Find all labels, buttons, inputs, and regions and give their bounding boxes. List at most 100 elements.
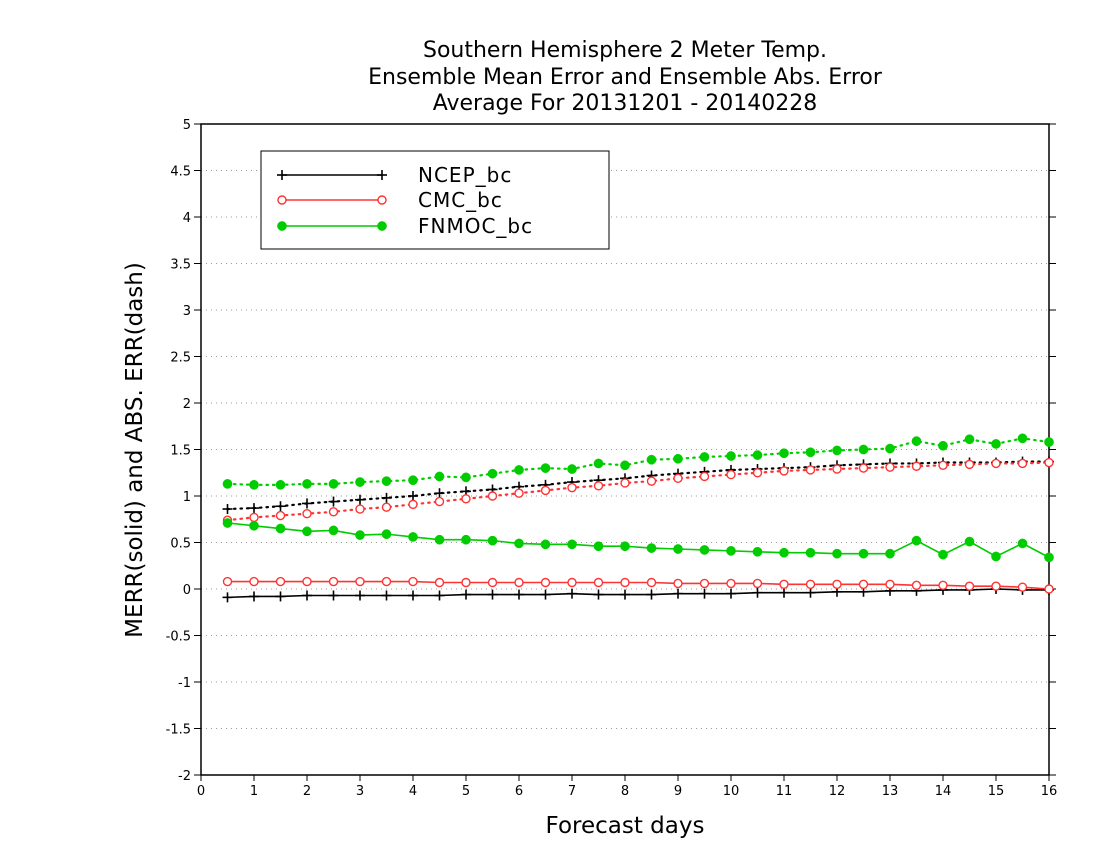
mean-error-point — [673, 578, 683, 589]
mean-error-line — [227, 580, 1050, 590]
mean-error-point — [408, 590, 418, 601]
mean-error-point — [885, 579, 895, 590]
mean-error-point — [249, 591, 259, 602]
legend-item: NCEP_bc — [277, 163, 511, 187]
grid-lines — [201, 170, 1049, 729]
mean-error-point — [991, 581, 1001, 591]
mean-error-point — [381, 576, 392, 587]
abs-error-point — [938, 440, 948, 451]
mean-error-point — [832, 548, 842, 559]
abs-error-point — [858, 463, 869, 473]
abs-error-point — [249, 503, 259, 514]
x-tick-label: 13 — [882, 784, 899, 799]
y-tick-label: -1 — [178, 676, 191, 691]
legend-item: CMC_bc — [277, 188, 503, 212]
y-tick-label: 4 — [183, 211, 191, 226]
legend-marker — [277, 195, 287, 205]
y-tick-label: 2 — [183, 397, 191, 412]
x-tick-label: 11 — [776, 784, 793, 799]
x-tick-label: 14 — [935, 784, 952, 799]
mean-error-point — [434, 534, 445, 545]
abs-error-point — [567, 482, 577, 493]
abs-error-point — [646, 454, 657, 465]
mean-error-point — [567, 539, 577, 550]
x-tick-label: 4 — [409, 784, 417, 799]
abs-error-point — [1044, 437, 1054, 447]
abs-error-point — [726, 451, 736, 461]
mean-error-point — [673, 588, 683, 599]
mean-error-point — [752, 578, 763, 589]
mean-error-point — [646, 577, 657, 588]
abs-error-point — [991, 458, 1001, 469]
mean-error-point — [620, 577, 630, 588]
legend-marker — [277, 170, 287, 180]
abs-error-point — [1017, 458, 1028, 469]
y-tick-label: 3 — [183, 304, 191, 319]
mean-error-point — [461, 534, 471, 545]
y-tick-label: 4.5 — [170, 165, 191, 180]
abs-error-point — [832, 464, 842, 474]
abs-error-point — [408, 491, 418, 501]
abs-error-point — [620, 478, 630, 488]
mean-error-point — [1017, 582, 1028, 592]
mean-error-point — [805, 579, 816, 590]
mean-error-point — [779, 587, 789, 598]
y-tick-label: 1 — [183, 490, 191, 505]
abs-error-point — [752, 468, 763, 478]
mean-error-point — [726, 546, 736, 556]
x-tick-label: 5 — [462, 784, 470, 799]
abs-error-point — [249, 512, 259, 523]
abs-error-point — [726, 469, 736, 480]
mean-error-point — [885, 548, 895, 559]
y-tick-label: 0.5 — [170, 537, 191, 552]
legend-label: CMC_bc — [418, 188, 503, 212]
abs-error-point — [514, 465, 524, 475]
mean-error-point — [328, 525, 339, 536]
chart-title: Southern Hemisphere 2 Meter Temp.Ensembl… — [368, 38, 883, 116]
abs-error-point — [991, 439, 1001, 449]
abs-error-point — [646, 476, 657, 486]
mean-error-point — [381, 529, 392, 539]
mean-error-point — [699, 545, 710, 555]
abs-error-point — [275, 510, 286, 521]
mean-error-point — [567, 588, 577, 599]
abs-error-point — [434, 471, 445, 482]
mean-error-point — [1017, 538, 1028, 549]
mean-error-point — [487, 589, 498, 600]
legend-label: FNMOC_bc — [418, 214, 533, 238]
mean-error-point — [779, 547, 789, 558]
mean-error-point — [911, 535, 922, 546]
y-tick-label: 0 — [183, 583, 191, 598]
x-axis: 0 1 2 3 4 5 6 7 8 9 10 11 12 13 14 15 16 — [197, 775, 1057, 799]
abs-error-point — [911, 436, 922, 446]
mean-error-point — [752, 546, 763, 557]
series-FNMOC_bc — [222, 433, 1054, 563]
mean-error-point — [1044, 552, 1054, 563]
mean-error-point — [222, 592, 233, 603]
abs-error-point — [752, 450, 763, 460]
abs-error-point — [487, 491, 498, 501]
x-tick-label: 0 — [197, 784, 205, 799]
mean-error-point — [487, 577, 498, 588]
mean-error-point — [249, 520, 259, 531]
abs-error-point — [275, 501, 286, 512]
x-tick-label: 15 — [988, 784, 1005, 799]
mean-error-line — [227, 588, 1049, 599]
abs-error-point — [540, 485, 551, 496]
abs-error-point — [938, 460, 948, 471]
mean-error-point — [593, 577, 604, 588]
mean-error-point — [726, 578, 736, 589]
y-tick-label: 3.5 — [170, 258, 191, 273]
x-axis-label: Forecast days — [546, 813, 705, 839]
mean-error-point — [355, 576, 365, 587]
y-tick-label: 2.5 — [170, 351, 191, 366]
abs-error-point — [328, 479, 339, 489]
mean-error-point — [646, 543, 657, 553]
abs-error-point — [328, 496, 339, 507]
mean-error-point — [805, 547, 816, 558]
abs-error-point — [885, 443, 895, 454]
mean-error-point — [938, 580, 948, 590]
